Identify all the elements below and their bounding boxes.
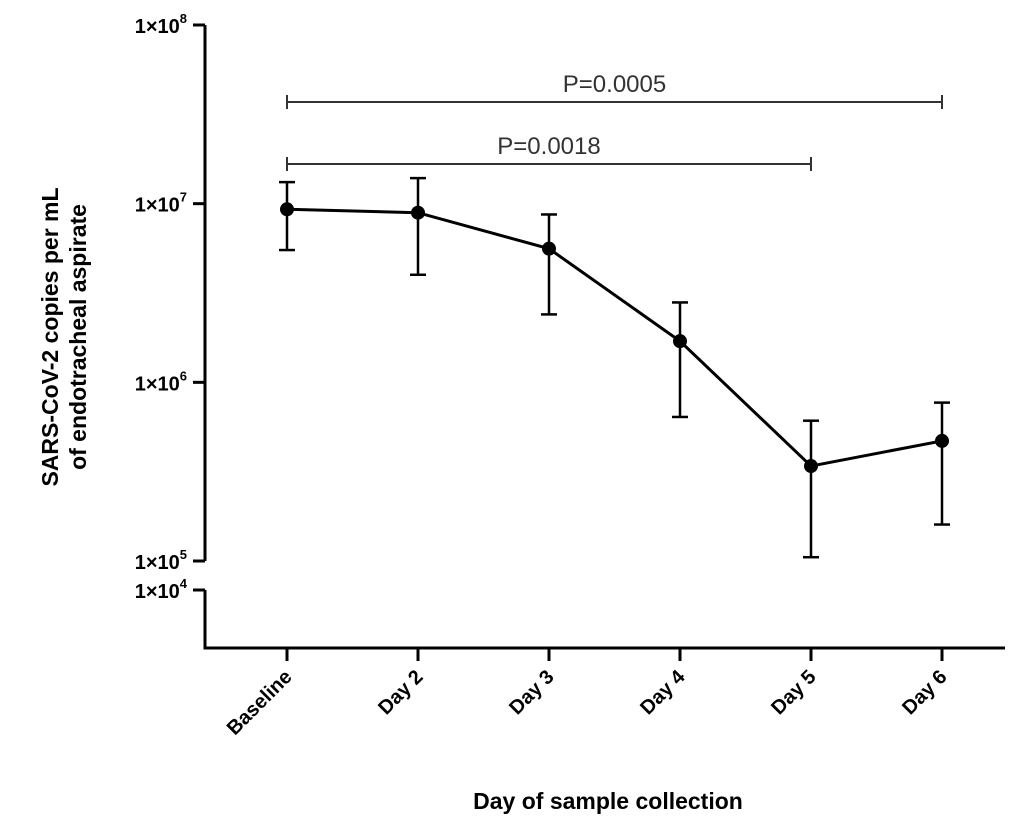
y-tick-8-label: 1×108 <box>135 11 187 38</box>
x-tick-label-3: Day 4 <box>636 665 690 719</box>
y-axis-title-line1: SARS-CoV-2 copies per mL <box>37 187 63 486</box>
data-point-2 <box>542 241 556 256</box>
data-point-3 <box>673 334 687 349</box>
significance-label: P=0.0005 <box>563 71 666 98</box>
significance-bracket-1: P=0.0018 <box>286 133 812 171</box>
x-tick-label-2: Day 3 <box>505 666 558 719</box>
data-point-0 <box>280 202 294 217</box>
error-bar-3 <box>672 301 688 419</box>
error-bar-2 <box>541 213 557 316</box>
y-tick-4-label: 1×104 <box>135 576 188 603</box>
y-tick-7-label: 1×107 <box>135 190 187 217</box>
x-tick-label-5: Day 6 <box>898 666 951 719</box>
significance-label: P=0.0018 <box>497 133 600 160</box>
error-bar-1 <box>410 176 426 277</box>
significance-brackets: P=0.0005 P=0.0018 <box>286 71 943 171</box>
data-point-4 <box>804 459 818 474</box>
y-axis-title-line2: of endotracheal aspirate <box>65 204 91 470</box>
error-bar-4 <box>803 419 819 559</box>
data-point-5 <box>935 433 949 448</box>
y-tick-6-label: 1×106 <box>135 368 187 395</box>
series-line <box>286 207 943 468</box>
significance-bracket-0: P=0.0005 <box>286 71 943 109</box>
y-tick-5-label: 1×105 <box>135 547 187 574</box>
axis-labels: SARS-CoV-2 copies per mL of endotracheal… <box>37 187 743 814</box>
error-bar-5 <box>934 401 950 526</box>
data-point-1 <box>411 205 425 220</box>
x-tick-label-1: Day 2 <box>374 666 427 719</box>
x-tick-label-4: Day 5 <box>767 666 820 719</box>
x-tick-label-0: Baseline <box>223 666 297 740</box>
x-axis-title: Day of sample collection <box>473 788 743 814</box>
data-series <box>279 176 950 559</box>
